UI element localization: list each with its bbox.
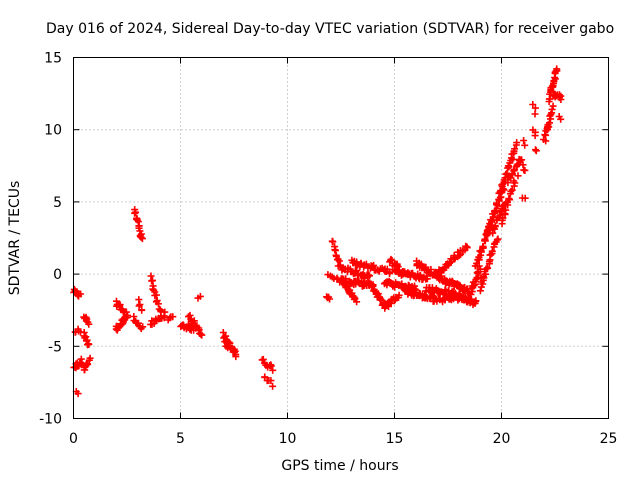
point-cluster bbox=[71, 325, 84, 336]
x-tick-label: 20 bbox=[493, 431, 511, 447]
point-cluster bbox=[390, 266, 431, 283]
point-cluster bbox=[135, 296, 146, 314]
point-cluster bbox=[112, 313, 131, 334]
point-cluster bbox=[324, 271, 338, 282]
point-cluster bbox=[529, 126, 539, 140]
y-tick-label: 5 bbox=[53, 195, 62, 211]
y-tick-label: -10 bbox=[39, 412, 62, 428]
point-cluster bbox=[164, 313, 177, 324]
point-cluster bbox=[463, 262, 484, 306]
point-cluster bbox=[520, 137, 529, 149]
y-tick-label: 15 bbox=[44, 51, 62, 67]
point-cluster bbox=[518, 156, 529, 174]
y-axis-label: SDTVAR / TECUs bbox=[7, 181, 23, 296]
point-cluster bbox=[555, 113, 565, 123]
point-cluster bbox=[70, 355, 86, 372]
point-cluster bbox=[80, 329, 93, 349]
point-cluster bbox=[532, 146, 540, 155]
point-cluster bbox=[334, 261, 373, 282]
point-cluster bbox=[518, 194, 529, 202]
x-tick-label: 5 bbox=[176, 431, 185, 447]
y-axis: -10 -5 0 5 10 15 bbox=[39, 51, 609, 428]
y-tick-label: 10 bbox=[44, 123, 62, 139]
point-cluster bbox=[147, 308, 169, 328]
point-cluster bbox=[339, 275, 361, 306]
plot-frame bbox=[73, 57, 609, 419]
y-tick-label: -5 bbox=[48, 339, 62, 355]
data-points bbox=[70, 65, 565, 398]
x-tick-label: 0 bbox=[69, 431, 78, 447]
point-cluster bbox=[323, 293, 334, 303]
point-cluster bbox=[510, 172, 522, 185]
x-tick-label: 10 bbox=[279, 431, 297, 447]
point-cluster bbox=[221, 338, 238, 353]
chart-title: Day 016 of 2024, Sidereal Day-to-day VTE… bbox=[46, 21, 614, 37]
point-cluster bbox=[113, 297, 131, 319]
point-cluster bbox=[550, 90, 565, 103]
x-tick-label: 15 bbox=[386, 431, 404, 447]
point-cluster bbox=[543, 123, 553, 133]
point-cluster bbox=[476, 235, 502, 295]
point-cluster bbox=[80, 354, 94, 374]
x-tick-label: 25 bbox=[600, 431, 618, 447]
chart-grid bbox=[73, 57, 609, 419]
point-cluster bbox=[401, 286, 440, 305]
y-tick-label: 0 bbox=[53, 267, 62, 283]
point-cluster bbox=[131, 206, 146, 243]
point-cluster bbox=[185, 311, 206, 339]
point-cluster bbox=[258, 355, 277, 374]
point-cluster bbox=[444, 277, 473, 296]
point-cluster bbox=[495, 139, 521, 197]
point-cluster bbox=[434, 242, 471, 278]
point-cluster bbox=[381, 277, 420, 294]
x-axis-label: GPS time / hours bbox=[281, 458, 398, 474]
x-axis: 0 5 10 15 20 25 bbox=[69, 57, 618, 447]
point-cluster bbox=[529, 101, 539, 118]
point-cluster bbox=[382, 291, 403, 310]
point-cluster bbox=[147, 272, 165, 320]
point-cluster bbox=[70, 285, 85, 300]
point-cluster bbox=[177, 321, 198, 334]
point-cluster bbox=[348, 256, 394, 278]
point-cluster bbox=[545, 65, 561, 105]
point-cluster bbox=[194, 292, 204, 302]
point-cluster bbox=[130, 313, 147, 333]
point-cluster bbox=[328, 237, 343, 265]
point-cluster bbox=[72, 388, 82, 398]
point-cluster bbox=[80, 313, 93, 328]
point-cluster bbox=[498, 179, 519, 228]
point-cluster bbox=[261, 373, 277, 390]
